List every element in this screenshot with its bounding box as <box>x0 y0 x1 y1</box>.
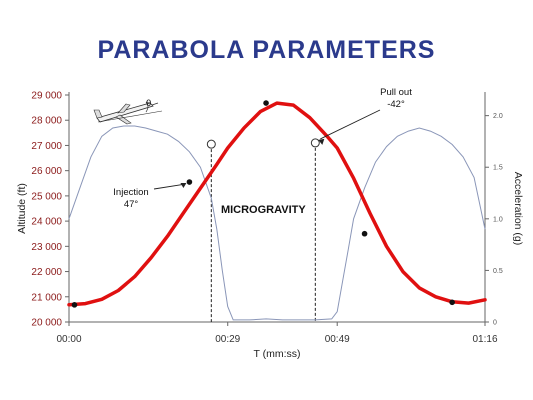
microgravity-label: MICROGRAVITY <box>221 204 306 216</box>
pullout-label: Pull out <box>380 87 412 98</box>
y-axis-label: Altitude (ft) <box>16 183 28 234</box>
data-point <box>449 299 455 306</box>
y-tick-label: 21 000 <box>31 292 62 303</box>
transition-point <box>310 138 320 148</box>
x-tick-label: 00:00 <box>56 334 81 345</box>
y2-axis-label: Acceleration (g) <box>512 172 524 246</box>
x-axis-label: T (mm:ss) <box>253 348 300 360</box>
injection-arrowhead <box>180 183 187 189</box>
y2-tick-label: 1.5 <box>493 165 503 172</box>
x-tick-label: 01:16 <box>472 334 497 345</box>
y-tick-label: 20 000 <box>31 318 62 329</box>
y2-tick-label: 2.0 <box>493 113 503 120</box>
data-point <box>361 230 368 237</box>
injection-angle: 47° <box>124 199 139 210</box>
y-tick-label: 28 000 <box>31 116 62 127</box>
x-tick-label: 00:29 <box>215 334 240 345</box>
y-tick-label: 29 000 <box>31 91 62 102</box>
x-tick-label: 00:49 <box>325 334 350 345</box>
y-tick-label: 27 000 <box>31 141 62 152</box>
y-tick-label: 24 000 <box>31 217 62 228</box>
y-tick-label: 25 000 <box>31 191 62 202</box>
transition-point <box>206 139 216 149</box>
plot-area: 20 000 21 000 22 000 23 000 24 000 25 000 26 0… <box>16 87 524 360</box>
y-tick-label: 22 000 <box>31 267 62 278</box>
y2-tick-label: 1.0 <box>493 216 503 223</box>
data-point <box>263 100 269 106</box>
acceleration-line <box>68 125 486 321</box>
y-tick-label: 26 000 <box>31 166 62 177</box>
y2-tick-label: 0.5 <box>493 268 503 275</box>
airplane-icon <box>93 101 163 125</box>
pullout-angle: -42° <box>387 99 405 110</box>
data-point <box>71 302 78 308</box>
data-point <box>186 179 193 185</box>
injection-arrow <box>153 183 186 190</box>
pullout-arrow <box>320 109 381 140</box>
y2-tick-label: 0 <box>493 320 497 327</box>
theta-label: θ <box>146 98 151 109</box>
chart-title: PARABOLA PARAMETERS <box>97 36 436 64</box>
y-tick-label: 23 000 <box>31 242 62 253</box>
injection-label: Injection <box>113 187 148 198</box>
pullout-arrowhead <box>318 138 325 145</box>
altitude-line <box>67 101 487 307</box>
